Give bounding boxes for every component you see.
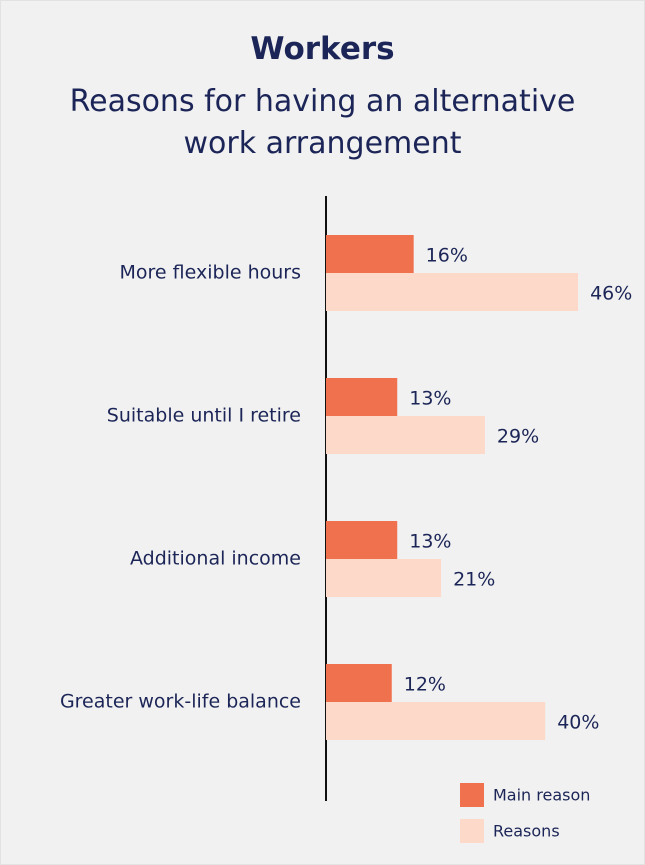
category-label: Suitable until I retire xyxy=(107,405,301,427)
bar xyxy=(326,235,414,273)
bar xyxy=(326,416,485,454)
bar xyxy=(326,378,398,416)
category-label: Additional income xyxy=(130,548,301,570)
legend-swatch xyxy=(460,783,484,807)
value-label: 12% xyxy=(404,674,446,696)
bar xyxy=(326,273,579,311)
bar xyxy=(326,664,392,702)
value-label: 29% xyxy=(497,426,539,448)
legend-label: Main reason xyxy=(493,786,590,805)
value-label: 46% xyxy=(590,283,632,305)
value-label: 21% xyxy=(453,569,495,591)
bar xyxy=(326,702,546,740)
value-label: 13% xyxy=(409,388,451,410)
legend-swatch xyxy=(460,819,484,843)
bar xyxy=(326,521,398,559)
category-label: More flexible hours xyxy=(120,262,301,284)
legend-label: Reasons xyxy=(493,822,560,841)
category-label: Greater work-life balance xyxy=(60,691,301,713)
value-label: 13% xyxy=(409,531,451,553)
bar xyxy=(326,559,442,597)
chart-title: Workers xyxy=(250,31,395,67)
chart-subtitle: Reasons for having an alternative work a… xyxy=(69,84,576,161)
value-label: 40% xyxy=(557,712,599,734)
value-label: 16% xyxy=(426,245,468,267)
